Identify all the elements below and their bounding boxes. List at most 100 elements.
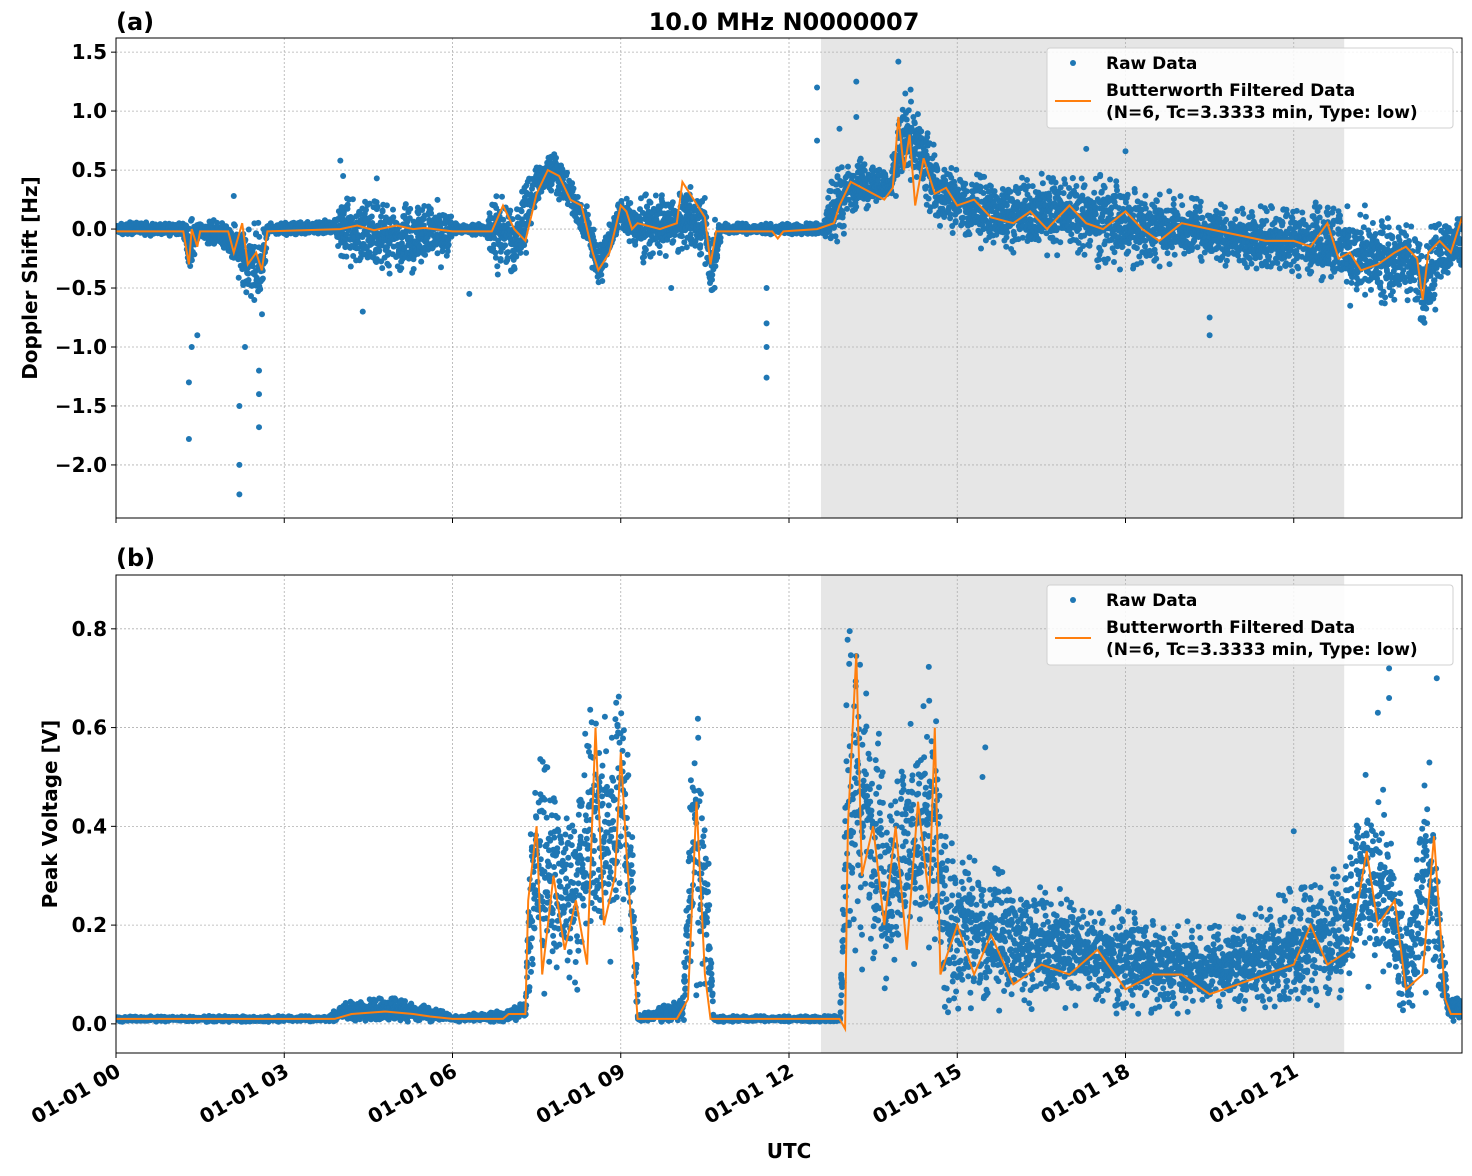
y-axis-label-b: Peak Voltage [V] (38, 720, 62, 909)
raw-data-point (698, 235, 704, 241)
raw-data-point (523, 250, 529, 256)
raw-data-point (1007, 189, 1013, 195)
raw-data-point (257, 286, 263, 292)
raw-data-point (1199, 258, 1205, 264)
raw-data-point (1172, 252, 1178, 258)
raw-data-point (1119, 244, 1125, 250)
raw-data-point (908, 87, 914, 93)
raw-data-point (1111, 259, 1117, 265)
raw-data-point (1114, 187, 1120, 193)
raw-data-point (1024, 177, 1030, 183)
raw-data-point (702, 195, 708, 201)
raw-data-point (1113, 178, 1119, 184)
raw-data-point (1098, 248, 1104, 254)
raw-data-point (1046, 193, 1052, 199)
raw-data-point (386, 263, 392, 269)
raw-data-point (390, 214, 396, 220)
raw-data-point (1152, 247, 1158, 253)
raw-data-point (712, 217, 718, 223)
raw-data-point (1061, 190, 1067, 196)
raw-data-point (1112, 249, 1118, 255)
raw-data-point (1169, 244, 1175, 250)
raw-data-point (246, 227, 252, 233)
raw-data-point (584, 203, 590, 209)
raw-data-point (403, 201, 409, 207)
raw-data-point (1082, 252, 1088, 258)
raw-data-point (981, 174, 987, 180)
raw-data-point (502, 242, 508, 248)
raw-data-point (839, 164, 845, 170)
raw-data-point (915, 111, 921, 117)
raw-data-point (718, 235, 724, 241)
chart-title: 10.0 MHz N0000007 (649, 8, 920, 36)
raw-data-point (697, 242, 703, 248)
raw-data-point (688, 184, 694, 190)
raw-data-point (956, 208, 962, 214)
raw-data-point (517, 250, 523, 256)
x-axis-label: UTC (767, 1139, 812, 1163)
raw-data-point (411, 266, 417, 272)
raw-data-point (1079, 176, 1085, 182)
raw-data-point (865, 203, 871, 209)
raw-data-point (698, 251, 704, 257)
raw-data-point (1105, 256, 1111, 262)
raw-data-point (1010, 250, 1016, 256)
raw-data-point (390, 207, 396, 213)
raw-data-point (1087, 238, 1093, 244)
raw-data-point (953, 167, 959, 173)
raw-data-point (189, 216, 195, 222)
raw-data-point (1102, 185, 1108, 191)
raw-data-point (569, 180, 575, 186)
raw-data-point (650, 250, 656, 256)
raw-data-point (1030, 183, 1036, 189)
raw-data-point (904, 117, 910, 123)
raw-data-point (1138, 260, 1144, 266)
raw-data-point (893, 193, 899, 199)
raw-data-point (1200, 215, 1206, 221)
raw-data-point (1220, 210, 1226, 216)
raw-data-point (500, 217, 506, 223)
raw-data-point (435, 197, 441, 203)
raw-data-point (591, 227, 597, 233)
raw-data-point (246, 277, 252, 283)
raw-data-point (1223, 217, 1229, 223)
raw-data-point (712, 263, 718, 269)
raw-data-point (670, 199, 676, 205)
raw-data-point (978, 246, 984, 252)
raw-data-point (375, 204, 381, 210)
raw-data-point (236, 275, 242, 281)
raw-data-point (1195, 244, 1201, 250)
raw-data-point (345, 202, 351, 208)
panel-label-a: (a) (116, 8, 154, 36)
raw-data-point (912, 120, 918, 126)
raw-data-point (350, 196, 356, 202)
raw-data-point (519, 208, 525, 214)
raw-data-point (1107, 177, 1113, 183)
raw-data-point (564, 170, 570, 176)
raw-data-point (947, 215, 953, 221)
y-axis-label-a: Doppler Shift [Hz] (18, 176, 42, 380)
raw-data-point (712, 285, 718, 291)
raw-data-point (439, 248, 445, 254)
raw-data-point (1004, 229, 1010, 235)
raw-data-point (251, 297, 257, 303)
raw-data-point (1040, 180, 1046, 186)
raw-data-point (571, 186, 577, 192)
raw-data-point (343, 254, 349, 260)
raw-data-point (1154, 198, 1160, 204)
raw-data-point (834, 239, 840, 245)
raw-data-point (640, 260, 646, 266)
raw-data-point (1224, 258, 1230, 264)
raw-data-point (260, 276, 266, 282)
raw-data-point (825, 195, 831, 201)
raw-data-point (1080, 243, 1086, 249)
raw-data-point (1125, 192, 1131, 198)
raw-data-point (499, 194, 505, 200)
raw-data-point (914, 174, 920, 180)
raw-data-point (1221, 225, 1227, 231)
raw-data-point (398, 265, 404, 271)
raw-data-point (191, 251, 197, 257)
raw-data-point (553, 155, 559, 161)
raw-data-point (833, 233, 839, 239)
